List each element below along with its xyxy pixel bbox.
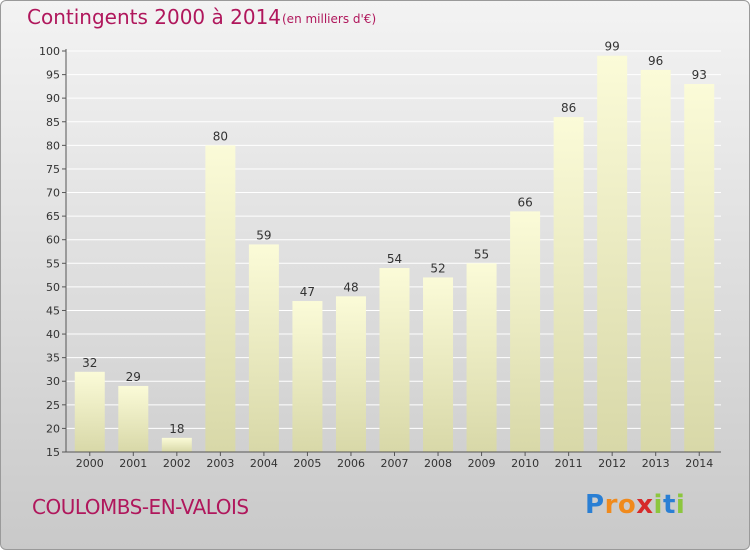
proxiti-logo: Proxiti [585, 490, 685, 520]
y-tick-label: 30 [46, 375, 60, 388]
bar [466, 263, 497, 452]
y-tick-label: 40 [46, 328, 60, 341]
chart-title: Contingents 2000 à 2014 [27, 5, 282, 29]
data-label: 99 [605, 40, 620, 54]
x-tick-label: 2011 [555, 457, 583, 470]
x-tick-label: 2000 [76, 457, 104, 470]
bars: 32 29 18 80 59 47 48 54 52 55 66 86 99 96 93 [74, 40, 715, 452]
data-label: 80 [213, 129, 228, 143]
y-tick-label: 70 [46, 187, 60, 200]
bar [684, 84, 715, 452]
y-tick-label: 65 [46, 210, 60, 223]
bar [553, 117, 584, 452]
bar [597, 55, 628, 452]
logo-letter: i [653, 490, 663, 520]
y-tick-label: 20 [46, 422, 60, 435]
data-label: 86 [561, 101, 576, 115]
x-tick-label: 2006 [337, 457, 365, 470]
data-label: 29 [126, 370, 141, 384]
logo-letter: i [675, 490, 686, 520]
bar [423, 277, 454, 452]
x-tick-label: 2009 [468, 457, 496, 470]
bar [205, 145, 236, 452]
y-tick-label: 90 [46, 92, 60, 105]
y-tick-label: 60 [46, 234, 60, 247]
bar [118, 385, 149, 452]
data-label: 59 [256, 228, 271, 242]
bar [510, 211, 541, 452]
data-label: 18 [169, 422, 184, 436]
x-tick-label: 2001 [119, 457, 147, 470]
logo-letter: r [604, 490, 618, 520]
y-tick-label: 50 [46, 281, 60, 294]
y-tick-label: 35 [46, 352, 60, 365]
data-label: 48 [343, 280, 358, 294]
bar [248, 244, 279, 452]
y-tick-label: 95 [46, 69, 60, 82]
chart-subtitle: (en milliers d'€) [282, 12, 377, 26]
axes: 15 20 25 30 35 40 45 50 55 60 65 70 75 80 85 90 95 100 200… [39, 45, 721, 470]
y-tick-label: 75 [46, 163, 60, 176]
y-tick-label: 45 [46, 304, 60, 317]
data-label: 47 [300, 285, 315, 299]
logo-letter: t [662, 490, 676, 520]
y-tick-label: 100 [39, 45, 60, 58]
x-tick-label: 2013 [642, 457, 670, 470]
data-label: 96 [648, 54, 663, 68]
bar [161, 437, 192, 452]
x-tick-label: 2007 [381, 457, 409, 470]
data-label: 55 [474, 247, 489, 261]
x-tick-label: 2003 [206, 457, 234, 470]
data-label: 32 [82, 356, 97, 370]
logo-letter: x [636, 490, 654, 520]
data-label: 52 [430, 261, 445, 275]
bar [74, 371, 105, 452]
x-tick-label: 2005 [293, 457, 321, 470]
bar [335, 296, 366, 452]
y-tick-label: 55 [46, 257, 60, 270]
logo-letter: P [585, 490, 605, 520]
bar [379, 268, 410, 452]
x-tick-label: 2002 [163, 457, 191, 470]
commune-name: COULOMBS-EN-VALOIS [32, 495, 249, 519]
bar [640, 69, 671, 452]
data-label: 54 [387, 252, 402, 266]
x-tick-label: 2014 [685, 457, 713, 470]
bar [292, 301, 323, 452]
x-tick-label: 2004 [250, 457, 278, 470]
x-tick-label: 2012 [598, 457, 626, 470]
y-tick-label: 25 [46, 399, 60, 412]
data-label: 93 [692, 68, 707, 82]
y-tick-label: 80 [46, 139, 60, 152]
y-tick-label: 15 [46, 446, 60, 459]
logo-letter: o [617, 490, 637, 520]
x-tick-label: 2008 [424, 457, 452, 470]
y-tick-label: 85 [46, 116, 60, 129]
data-label: 66 [517, 195, 532, 209]
x-tick-label: 2010 [511, 457, 539, 470]
